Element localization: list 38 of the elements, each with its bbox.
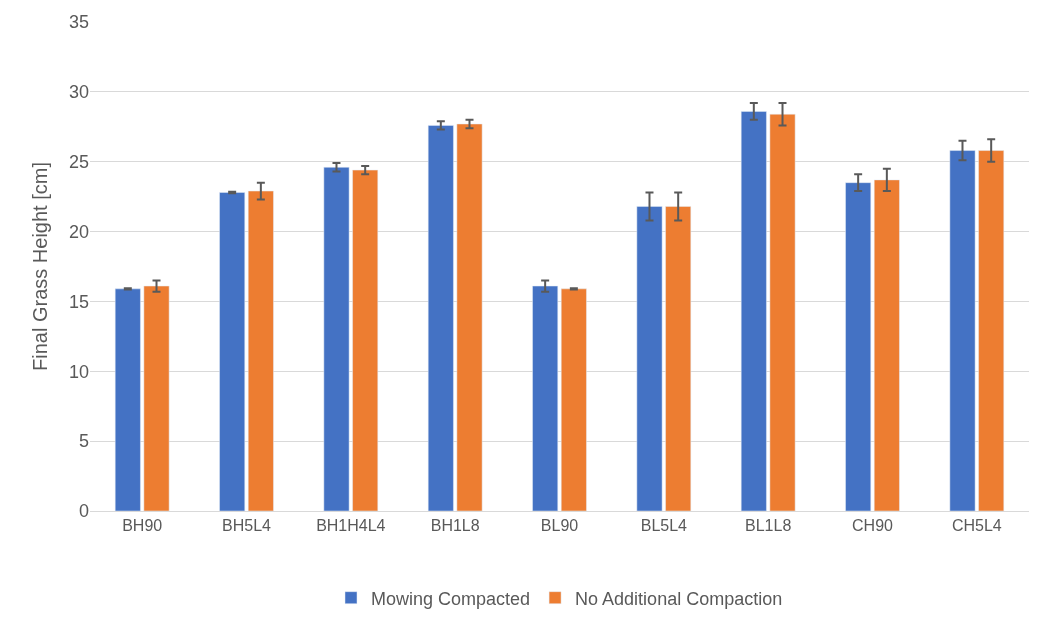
bar xyxy=(114,288,141,511)
bar xyxy=(769,113,796,511)
bar xyxy=(323,167,350,511)
y-tick-label: 20 xyxy=(68,221,89,242)
y-tick-label: 15 xyxy=(68,291,89,312)
y-axis-title: Final Grass Height [cm] xyxy=(29,162,52,371)
y-tick-label: 5 xyxy=(78,431,89,452)
bar xyxy=(247,190,274,511)
bar xyxy=(636,206,663,511)
y-tick-label: 25 xyxy=(68,152,89,173)
x-tick-label: BL1L8 xyxy=(745,517,792,535)
bar xyxy=(740,111,767,511)
x-tick-label: BL5L4 xyxy=(640,517,688,535)
bar xyxy=(949,150,976,511)
y-tick-label: 10 xyxy=(68,361,89,382)
legend-label: Mowing Compacted xyxy=(371,588,531,609)
x-tick-label: BH90 xyxy=(122,517,163,535)
bar xyxy=(532,285,559,511)
y-tick-label: 0 xyxy=(78,501,89,522)
bar xyxy=(352,169,379,511)
x-tick-label: CH90 xyxy=(852,517,894,535)
bar xyxy=(427,125,454,511)
bar xyxy=(978,150,1005,511)
bar xyxy=(143,285,170,511)
y-tick-label: 35 xyxy=(68,12,89,33)
bar xyxy=(845,182,872,511)
x-tick-label: BH5L4 xyxy=(222,517,272,535)
legend-label: No Additional Compaction xyxy=(575,588,783,609)
x-tick-label: CH5L4 xyxy=(951,517,1002,535)
bar xyxy=(456,123,483,511)
bar xyxy=(665,206,692,511)
x-tick-label: BH1H4L4 xyxy=(316,517,386,535)
y-tick-label: 30 xyxy=(68,82,89,103)
x-tick-label: BL90 xyxy=(540,517,579,535)
bar xyxy=(219,192,246,511)
bar xyxy=(873,179,900,511)
x-tick-label: BH1L8 xyxy=(430,517,480,535)
bar xyxy=(560,288,587,511)
